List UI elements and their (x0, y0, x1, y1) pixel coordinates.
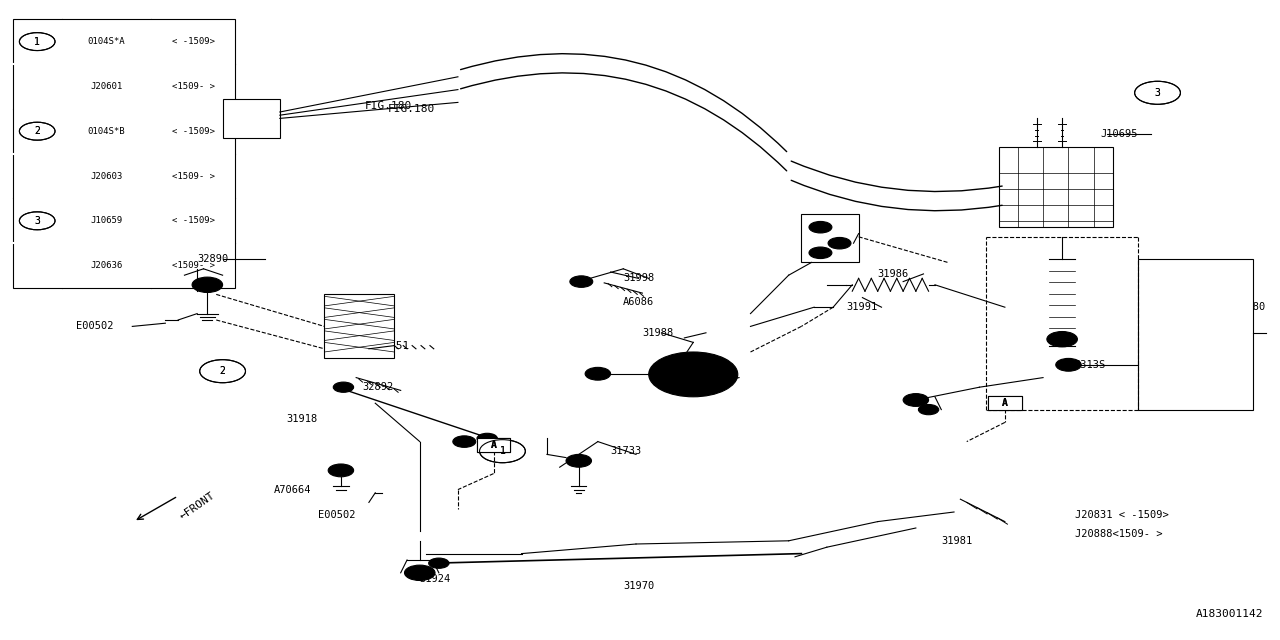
Text: J20831 < -1509>: J20831 < -1509> (1075, 510, 1169, 520)
Text: 32892: 32892 (362, 382, 394, 392)
Text: 1: 1 (35, 36, 40, 47)
Text: E00502: E00502 (77, 321, 114, 332)
Circle shape (201, 282, 214, 288)
Bar (1138, 259, 1253, 410)
Text: FIG.351: FIG.351 (362, 340, 410, 351)
Text: 3: 3 (35, 216, 40, 226)
Circle shape (809, 221, 832, 233)
Text: 31991: 31991 (846, 302, 877, 312)
Text: ←FRONT: ←FRONT (178, 490, 216, 522)
Text: J20603: J20603 (90, 172, 123, 180)
Text: 2: 2 (35, 126, 40, 136)
Bar (223, 99, 280, 138)
Circle shape (809, 247, 832, 259)
Text: J10659: J10659 (90, 216, 123, 225)
Circle shape (404, 565, 435, 580)
Text: J20636: J20636 (90, 261, 123, 270)
Circle shape (328, 464, 353, 477)
Text: A: A (1002, 398, 1007, 408)
Text: A: A (490, 440, 497, 450)
Text: 31715: 31715 (814, 238, 845, 248)
FancyBboxPatch shape (476, 438, 511, 452)
Text: A70664: A70664 (274, 484, 311, 495)
Circle shape (904, 394, 928, 406)
Text: < -1509>: < -1509> (172, 127, 215, 136)
Circle shape (666, 360, 721, 388)
Text: 32890: 32890 (197, 254, 228, 264)
Text: 1: 1 (499, 446, 506, 456)
Text: 31981: 31981 (941, 536, 973, 546)
Text: J20888<1509- >: J20888<1509- > (1075, 529, 1162, 540)
Text: 2: 2 (220, 366, 225, 376)
Text: J20601: J20601 (90, 82, 123, 91)
Text: 3: 3 (1155, 88, 1161, 98)
Text: <1509- >: <1509- > (172, 261, 215, 270)
Text: 31986: 31986 (878, 269, 909, 279)
Circle shape (1047, 332, 1078, 347)
Text: 31918: 31918 (287, 414, 317, 424)
Bar (13, 19, 236, 288)
Text: 0104S*A: 0104S*A (87, 37, 125, 46)
Circle shape (649, 352, 737, 397)
Text: 31998: 31998 (623, 273, 654, 284)
Circle shape (192, 277, 223, 292)
Bar (801, 214, 859, 262)
Text: 31995: 31995 (694, 376, 724, 386)
Text: 31988: 31988 (643, 328, 673, 338)
Circle shape (566, 454, 591, 467)
Circle shape (585, 367, 611, 380)
Circle shape (570, 276, 593, 287)
FancyBboxPatch shape (476, 438, 511, 452)
Text: FIG.180: FIG.180 (388, 104, 435, 114)
Text: 2: 2 (35, 126, 40, 136)
FancyBboxPatch shape (988, 396, 1021, 410)
Bar (998, 147, 1114, 227)
Text: 3: 3 (1155, 88, 1161, 98)
Circle shape (828, 237, 851, 249)
Text: FIG.180: FIG.180 (365, 100, 412, 111)
FancyBboxPatch shape (988, 396, 1021, 410)
Text: A6086: A6086 (623, 297, 654, 307)
Circle shape (334, 467, 347, 474)
Text: 3: 3 (35, 216, 40, 226)
Text: 1: 1 (499, 446, 506, 456)
Circle shape (477, 433, 498, 444)
Text: <1509- >: <1509- > (172, 82, 215, 91)
Text: A: A (1002, 398, 1007, 408)
Circle shape (333, 382, 353, 392)
Circle shape (1056, 358, 1082, 371)
Circle shape (681, 368, 707, 381)
Text: 2: 2 (220, 366, 225, 376)
Text: 0313S: 0313S (1075, 360, 1106, 370)
Text: < -1509>: < -1509> (172, 37, 215, 46)
Circle shape (413, 570, 426, 576)
Text: 31980: 31980 (1234, 302, 1265, 312)
Text: A183001142: A183001142 (1196, 609, 1263, 620)
Text: 1: 1 (35, 36, 40, 47)
Text: A: A (490, 440, 497, 450)
Bar (324, 294, 394, 358)
Circle shape (1064, 362, 1074, 367)
Circle shape (918, 404, 938, 415)
Circle shape (429, 558, 449, 568)
Text: E00502: E00502 (317, 510, 356, 520)
Text: J10695: J10695 (1101, 129, 1138, 140)
Text: 31733: 31733 (611, 446, 641, 456)
Text: 31924: 31924 (420, 574, 451, 584)
Circle shape (453, 436, 476, 447)
Text: 0104S*B: 0104S*B (87, 127, 125, 136)
Text: <1509- >: <1509- > (172, 172, 215, 180)
Text: < -1509>: < -1509> (172, 216, 215, 225)
Text: 31970: 31970 (623, 580, 654, 591)
